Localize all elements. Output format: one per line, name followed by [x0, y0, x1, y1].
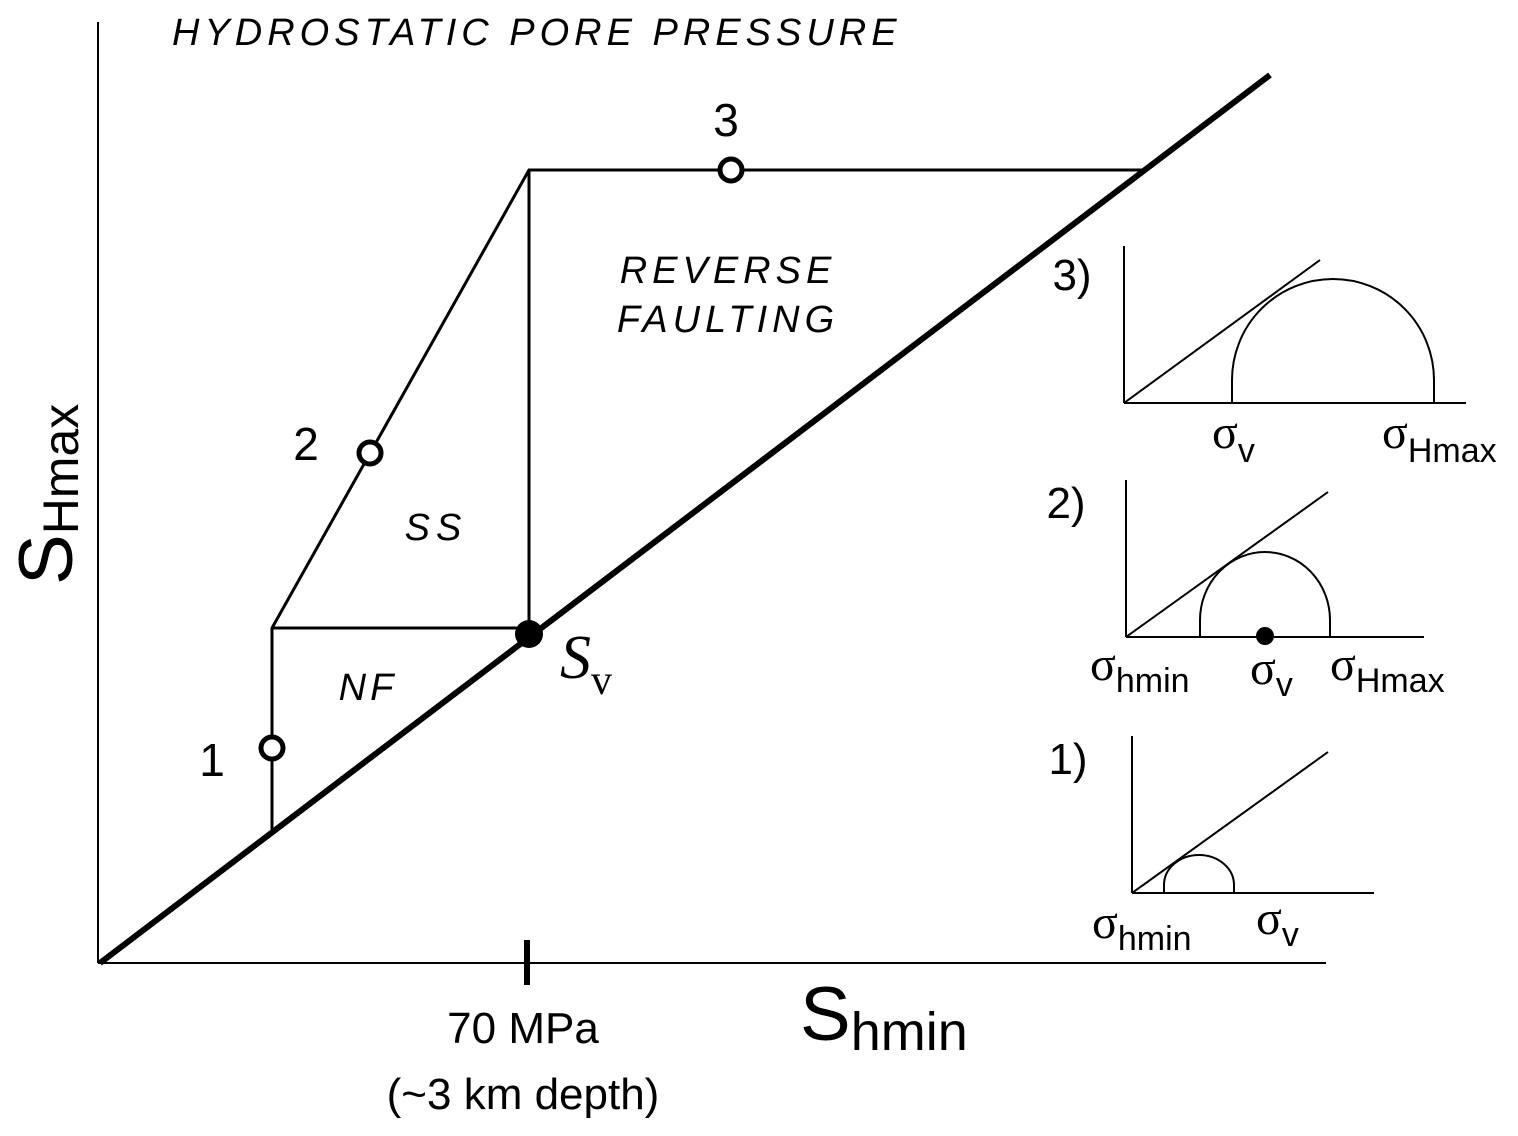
y-axis-label-sub: Hmax	[33, 404, 89, 535]
inset-1-sigma-v: σv	[1256, 892, 1299, 954]
svg-text:SHmax: SHmax	[4, 404, 89, 585]
region-reverse-label-2: FAULTING	[617, 299, 839, 341]
sv-point	[515, 620, 543, 648]
diagonal-limit-line	[98, 72, 1272, 966]
x-tick-label: 70 MPa	[447, 1004, 599, 1053]
inset-1-mohr-circle	[1163, 854, 1235, 893]
inset-1-label: 1)	[1048, 735, 1087, 784]
region-ss-label: SS	[405, 507, 468, 549]
y-axis-label: SHmax	[4, 404, 89, 585]
sv-label: Sv	[560, 624, 612, 704]
inset-2-sigma-v-point	[1256, 627, 1274, 645]
inset-2-sigma-v: σv	[1250, 642, 1293, 704]
x-axis-label-sub: hmin	[851, 1002, 968, 1062]
point-1-marker	[258, 734, 286, 762]
point-2-marker	[356, 439, 384, 467]
inset-2-sigma-hmax: σHmax	[1330, 638, 1445, 700]
inset-2-label: 2)	[1046, 479, 1085, 528]
inset-3-sigma-hmax: σHmax	[1382, 406, 1497, 470]
diagram-title: HYDROSTATIC PORE PRESSURE	[172, 12, 902, 54]
x-tick-note: (~3 km depth)	[387, 1070, 660, 1119]
inset-3-label: 3)	[1052, 251, 1091, 300]
y-axis-label-main: S	[4, 534, 89, 585]
x-axis-label: Shmin	[800, 972, 968, 1062]
inset-3-sigma-v: σv	[1212, 406, 1255, 470]
inset-2: 2) σhmin σv σHmax	[1046, 479, 1444, 704]
sv-label-sub: v	[591, 658, 612, 704]
point-3-marker	[717, 156, 745, 184]
region-nf-label: NF	[339, 667, 398, 709]
inset-1: 1) σhmin σv	[1048, 735, 1374, 958]
inset-1-failure-line	[1131, 751, 1329, 894]
sv-label-main: S	[560, 624, 591, 692]
inset-2-sigma-hmin: σhmin	[1090, 638, 1190, 700]
x-axis-label-main: S	[800, 972, 851, 1057]
point-2-label: 2	[293, 418, 319, 470]
inset-2-mohr-circle	[1199, 551, 1331, 637]
point-1-label: 1	[199, 734, 225, 786]
inset-1-sigma-hmin: σhmin	[1092, 896, 1192, 958]
point-3-label: 3	[713, 94, 739, 146]
stress-polygon	[270, 168, 1142, 830]
inset-3-failure-line	[1123, 259, 1321, 404]
region-reverse-label-1: REVERSE	[620, 250, 837, 292]
inset-3: 3) σv σHmax	[1052, 246, 1497, 470]
inset-3-mohr-circle	[1231, 278, 1435, 403]
